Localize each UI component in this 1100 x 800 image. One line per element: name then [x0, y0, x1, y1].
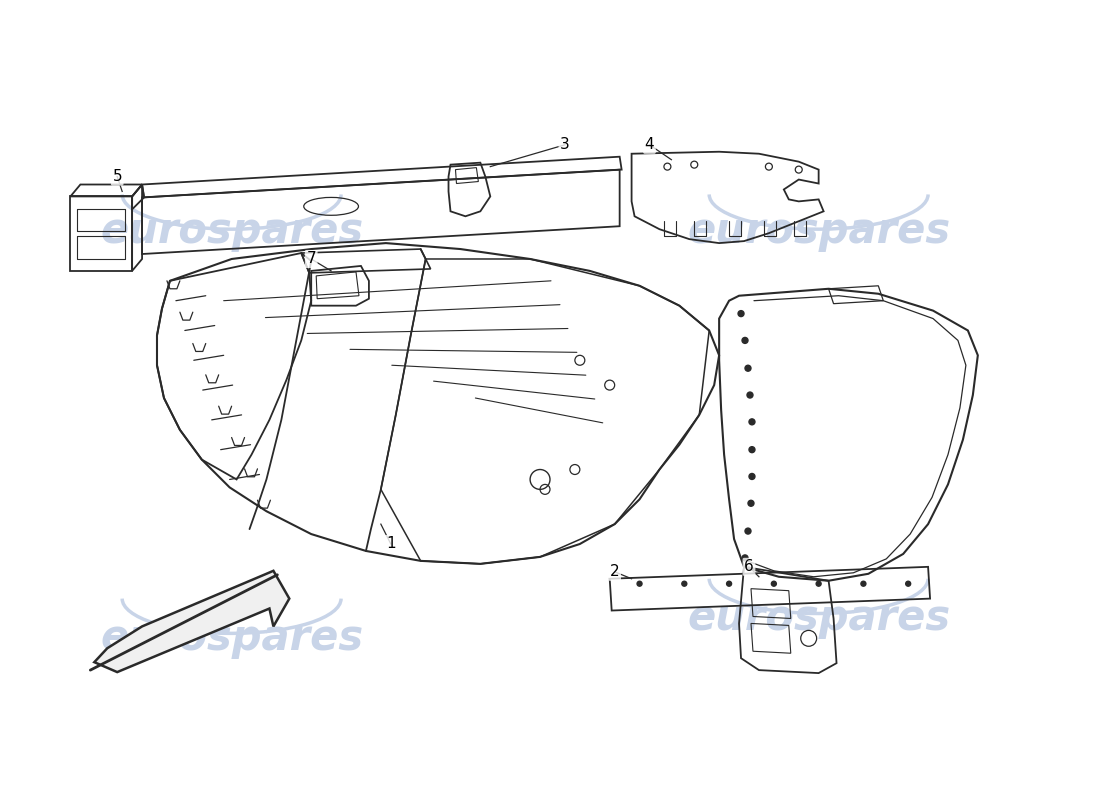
Text: 7: 7 — [307, 251, 316, 266]
Circle shape — [745, 366, 751, 371]
Circle shape — [749, 446, 755, 453]
Circle shape — [748, 500, 754, 506]
Circle shape — [637, 582, 642, 586]
Text: 3: 3 — [560, 138, 570, 152]
Circle shape — [727, 582, 732, 586]
Circle shape — [749, 474, 755, 479]
Text: 2: 2 — [609, 564, 619, 579]
Circle shape — [747, 392, 754, 398]
Circle shape — [816, 582, 821, 586]
Circle shape — [742, 555, 748, 561]
Text: 1: 1 — [386, 537, 396, 551]
Polygon shape — [95, 571, 289, 672]
Circle shape — [771, 582, 777, 586]
Text: eurospares: eurospares — [100, 618, 363, 659]
Circle shape — [861, 582, 866, 586]
Text: eurospares: eurospares — [688, 598, 950, 639]
Circle shape — [905, 582, 911, 586]
Text: eurospares: eurospares — [688, 210, 950, 252]
Text: 6: 6 — [744, 559, 754, 574]
Text: 4: 4 — [645, 138, 654, 152]
Circle shape — [749, 419, 755, 425]
Text: 5: 5 — [112, 169, 122, 184]
Circle shape — [682, 582, 686, 586]
Circle shape — [742, 338, 748, 343]
Circle shape — [738, 310, 744, 317]
Circle shape — [745, 528, 751, 534]
Text: eurospares: eurospares — [100, 210, 363, 252]
